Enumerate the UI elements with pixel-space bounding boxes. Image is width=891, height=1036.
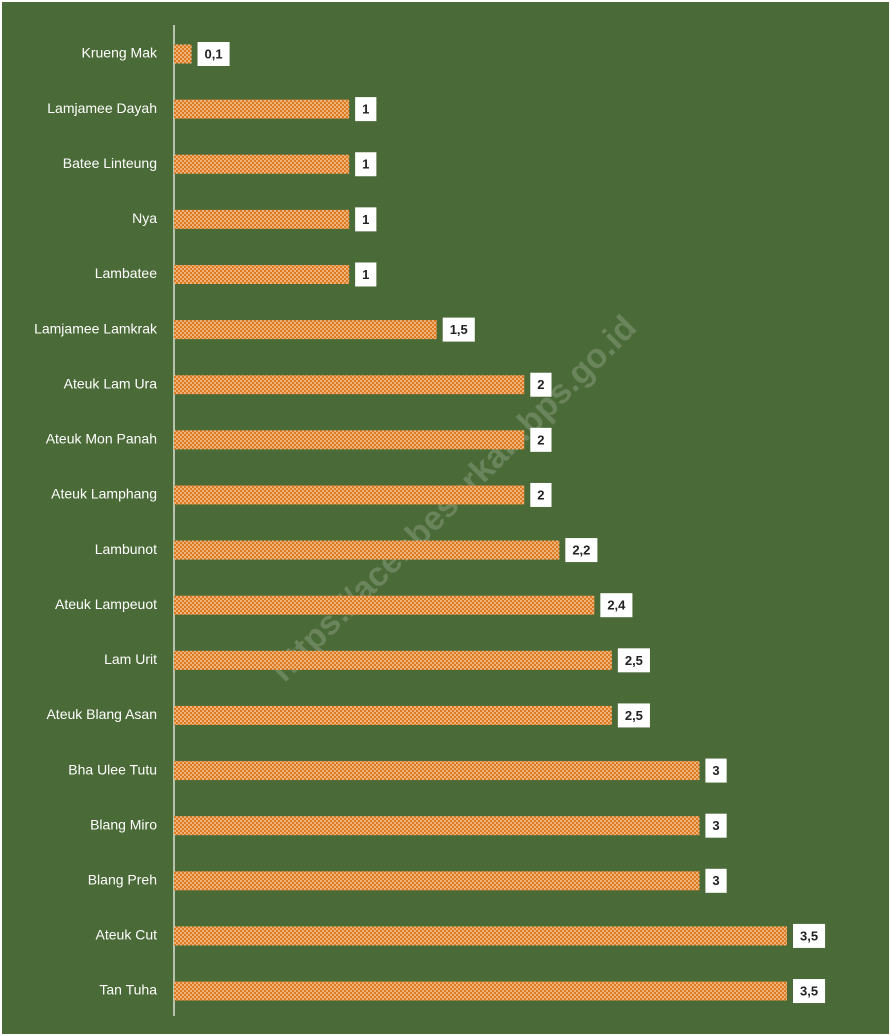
category-label: Blang Miro (90, 816, 157, 832)
bar (174, 154, 350, 174)
value-label-box (793, 979, 826, 1004)
value-label: 2 (537, 487, 544, 502)
bar (174, 816, 700, 836)
bar (174, 264, 350, 284)
bar (174, 375, 525, 395)
category-label: Bha Ulee Tutu (68, 761, 157, 777)
value-label-box (530, 427, 552, 452)
value-label: 2 (537, 377, 544, 392)
category-label: Ateuk Lampeuot (55, 596, 157, 612)
category-label: Lam Urit (104, 651, 157, 667)
value-label: 1 (362, 157, 369, 172)
value-label: 3,5 (800, 928, 818, 943)
value-label-box (600, 593, 633, 618)
value-label: 3 (712, 873, 719, 888)
value-label-box (355, 262, 377, 287)
value-label: 3 (712, 763, 719, 778)
value-label: 3,5 (800, 983, 818, 998)
category-label: Lamjamee Dayah (47, 100, 157, 116)
bar (174, 540, 560, 560)
category-label: Blang Preh (88, 872, 157, 888)
bar (174, 871, 700, 891)
bar (174, 99, 350, 119)
category-label: Krueng Mak (82, 45, 158, 61)
value-label: 3 (712, 818, 719, 833)
value-label: 2,4 (607, 598, 626, 613)
category-label: Ateuk Mon Panah (46, 431, 157, 447)
bar (174, 595, 595, 615)
value-label-box (617, 648, 650, 673)
value-label-box (793, 923, 826, 948)
category-label: Nya (132, 210, 157, 226)
bar (174, 209, 350, 229)
bar (174, 485, 525, 505)
category-label: Ateuk Cut (96, 927, 158, 943)
category-label: Lamjamee Lamkrak (34, 320, 158, 336)
value-label-box (355, 152, 377, 177)
category-label: Lambatee (95, 265, 157, 281)
value-label-box (530, 482, 552, 507)
value-label: 1 (362, 267, 369, 282)
category-label: Lambunot (95, 541, 157, 557)
category-label: Ateuk Lamphang (51, 486, 157, 502)
value-label-box (565, 538, 598, 563)
value-label: 1,5 (450, 322, 468, 337)
bar (174, 44, 192, 64)
bar (174, 320, 437, 340)
value-label: 0,1 (205, 46, 223, 61)
value-label-box (705, 758, 727, 783)
value-label-box (617, 703, 650, 728)
bar (174, 430, 525, 450)
bar (174, 981, 787, 1001)
value-label: 2 (537, 432, 544, 447)
category-label: Ateuk Lam Ura (64, 375, 158, 391)
value-label-box (705, 813, 727, 838)
value-label: 2,5 (625, 708, 643, 723)
value-label-box (442, 317, 475, 342)
value-label-box (530, 372, 552, 397)
category-label: Ateuk Blang Asan (46, 706, 157, 722)
bar (174, 705, 612, 725)
category-label: Tan Tuha (99, 982, 157, 998)
bar (174, 650, 612, 670)
value-label: 2,5 (625, 653, 643, 668)
value-label: 1 (362, 212, 369, 227)
value-label-box (355, 207, 377, 232)
value-label-box (705, 868, 727, 893)
value-label-box (197, 42, 230, 66)
category-label: Batee Linteung (63, 155, 157, 171)
bar (174, 926, 787, 946)
bar (174, 761, 700, 781)
value-label: 1 (362, 102, 369, 117)
value-label: 2,2 (572, 543, 590, 558)
value-label-box (355, 97, 377, 122)
